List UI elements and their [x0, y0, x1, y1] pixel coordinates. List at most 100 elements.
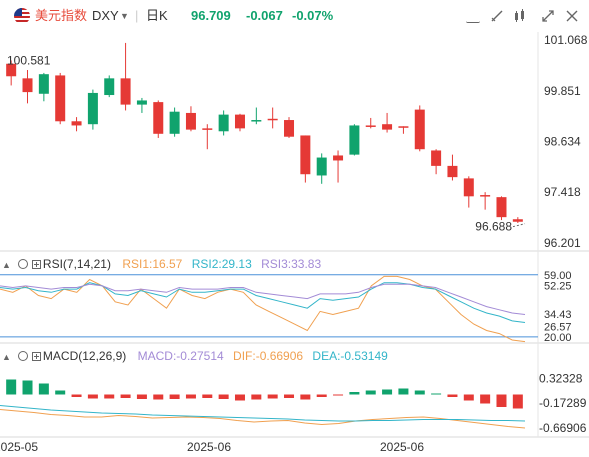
candle-body — [169, 111, 180, 134]
rsi-axis-label: 26.57 — [544, 321, 572, 333]
macd-bar — [349, 392, 360, 395]
dif-legend: DIF:-0.66906 — [233, 349, 304, 363]
indicator-icon[interactable] — [466, 9, 480, 23]
macd-bar — [169, 394, 180, 399]
rsi1-legend: RSI1:16.57 — [122, 257, 183, 271]
add-icon[interactable] — [31, 352, 41, 361]
candle-body — [333, 155, 344, 161]
candle-body — [234, 114, 245, 129]
candle-body — [104, 78, 115, 96]
macd-axis-label: -0.17289 — [539, 396, 587, 410]
us-flag-icon — [14, 8, 30, 24]
macd-bar — [300, 394, 311, 400]
candle-body — [71, 121, 82, 126]
macd-bar — [120, 394, 131, 398]
rsi-series-line — [0, 275, 526, 343]
macd-title: MACD(12,26,9) — [42, 349, 127, 363]
rsi2-legend: RSI2:29.13 — [191, 257, 252, 271]
gear-icon[interactable] — [17, 351, 28, 361]
macd-bar — [38, 383, 49, 395]
macd-bar — [22, 380, 33, 395]
price-change: -0.067 — [246, 8, 283, 23]
candle-body — [87, 92, 98, 125]
instrument-name[interactable]: 美元指数 — [35, 8, 88, 23]
candle-body — [480, 195, 491, 197]
candle-body — [398, 126, 409, 128]
candle-body — [218, 114, 229, 132]
macd-bar — [431, 393, 442, 395]
rsi3-legend: RSI3:33.83 — [261, 257, 322, 271]
macd-bar — [398, 388, 409, 395]
candle-body — [136, 100, 147, 105]
rsi-axis-label: 52.25 — [544, 281, 572, 293]
gear-icon[interactable] — [17, 259, 28, 269]
x-axis-label: 2025-06 — [187, 440, 231, 454]
collapse-icon[interactable]: ▲ — [2, 352, 11, 362]
macd-header: ▲ MACD(12,26,9) MACD:-0.27514 DIF:-0.6690… — [0, 347, 388, 365]
macd-bar — [55, 390, 66, 395]
dea-legend: DEA:-0.53149 — [312, 349, 388, 363]
macd-legend: MACD:-0.27514 — [137, 349, 224, 363]
candle-body — [512, 219, 523, 222]
chart-toolbar: 美元指数 DXY ▼ | 日K 96.709 -0.067 -0.07% — [0, 0, 589, 32]
price-axis-label: 97.418 — [544, 185, 581, 199]
candle-body — [6, 63, 17, 77]
chevron-down-icon[interactable]: ▼ — [120, 11, 129, 21]
candle-body — [349, 125, 360, 155]
candle-body — [251, 120, 262, 122]
macd-bar — [316, 394, 327, 397]
macd-bar — [202, 394, 213, 398]
price-change-pct: -0.07% — [292, 8, 334, 23]
candle-body — [185, 112, 196, 130]
macd-bar — [447, 394, 458, 397]
macd-bar — [251, 394, 262, 400]
rsi-axis-label: 34.43 — [544, 309, 572, 321]
price-axis-label: 101.068 — [544, 33, 588, 47]
expand-icon[interactable] — [541, 9, 555, 23]
macd-bar — [284, 394, 295, 398]
rsi-axis-label: 20.00 — [544, 332, 572, 344]
macd-series-line — [0, 409, 526, 429]
candle-body — [431, 150, 442, 166]
candle-body — [463, 178, 474, 197]
candle-body — [447, 165, 458, 178]
rsi-series-line — [0, 283, 526, 315]
price-axis-label: 98.634 — [544, 135, 581, 149]
toolbar-divider: | — [135, 8, 139, 23]
interval-selector[interactable]: 日K — [146, 8, 168, 23]
add-icon[interactable] — [31, 260, 41, 269]
macd-bar — [104, 394, 115, 399]
macd-bar — [382, 389, 393, 395]
price-axis-label: 99.851 — [544, 84, 581, 98]
macd-bar — [136, 394, 147, 399]
rsi-title: RSI(7,14,21) — [42, 257, 111, 271]
low-annotation: 96.688 — [475, 220, 512, 234]
macd-bar — [234, 394, 245, 401]
rsi-series-line — [0, 282, 526, 323]
macd-bar — [333, 394, 344, 396]
draw-icon[interactable] — [490, 9, 504, 23]
last-price: 96.709 — [191, 8, 231, 23]
macd-bar — [414, 390, 425, 395]
x-axis-label: 2025-05 — [0, 440, 38, 454]
x-axis-label: 2025-06 — [380, 440, 424, 454]
macd-axis-label: 0.32328 — [539, 371, 583, 385]
candle-body — [316, 157, 327, 176]
low-pointer — [512, 223, 526, 228]
candle-body — [284, 120, 295, 137]
candle-body — [496, 197, 507, 218]
collapse-icon[interactable]: ▲ — [2, 260, 11, 270]
macd-bar — [71, 394, 82, 397]
candle-body — [202, 128, 213, 130]
macd-bar — [153, 394, 164, 400]
close-icon[interactable] — [565, 9, 579, 23]
candle-body — [22, 78, 33, 93]
macd-bar — [87, 394, 98, 399]
candle-type-icon[interactable] — [513, 9, 527, 23]
candle-body — [414, 109, 425, 150]
macd-bar — [480, 394, 491, 404]
macd-series-line — [0, 405, 526, 422]
rsi-axis-label: 59.00 — [544, 270, 572, 282]
symbol-label[interactable]: DXY — [92, 8, 119, 23]
